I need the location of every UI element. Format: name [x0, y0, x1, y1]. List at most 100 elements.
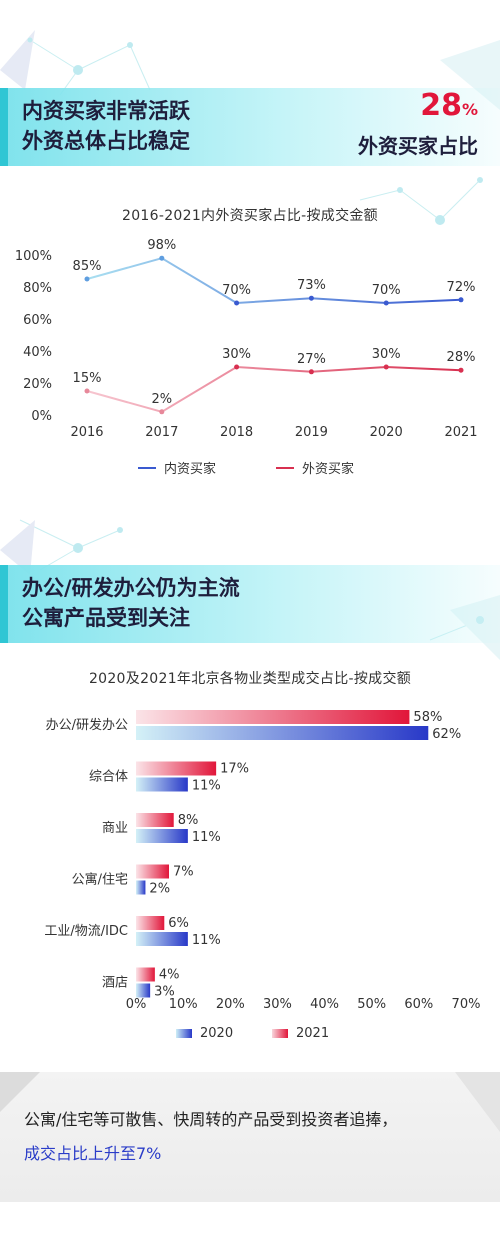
series-line-domestic — [86, 257, 462, 305]
data-point — [159, 409, 165, 415]
x-tick-label: 60% — [404, 997, 433, 1012]
data-label: 30% — [372, 347, 401, 362]
line-chart-title: 2016-2021内外资买家占比-按成交金额 — [122, 208, 378, 224]
data-point — [159, 255, 165, 261]
bar-2021 — [136, 916, 165, 930]
bar-2021 — [136, 864, 169, 879]
data-point — [84, 276, 90, 282]
bar-2020 — [136, 932, 188, 946]
bar-chart-title: 2020及2021年北京各物业类型成交占比-按成交额 — [88, 671, 412, 687]
x-tick-label: 40% — [310, 997, 339, 1012]
bar-2021 — [136, 967, 155, 982]
x-tick-label: 30% — [263, 997, 292, 1012]
bar-chart: 办公/研发办公 58% 62% 综合体 17% 11% 商业 8% 11% 公寓/住宅 7%2% 工业… — [44, 710, 481, 1012]
footer-note-line2: 成交占比上升至7% — [24, 1144, 162, 1163]
bar-label-2021: 17% — [220, 762, 249, 777]
category-label: 工业/物流/IDC — [44, 924, 128, 939]
bar-2021 — [136, 710, 410, 724]
data-point — [458, 297, 464, 303]
x-tick-label: 2021 — [444, 425, 477, 440]
category-label: 办公/研发办公 — [46, 717, 128, 733]
bar-label-2020: 11% — [192, 830, 221, 845]
data-point — [383, 364, 389, 370]
bar-chart-legend-2021: 2021 — [272, 1026, 329, 1041]
bar-label-2020: 11% — [192, 779, 221, 794]
x-tick-label: 50% — [357, 997, 386, 1012]
line-chart-legend-domestic: 内资买家 — [138, 458, 216, 477]
footer-note-box — [0, 1072, 500, 1202]
foreign-share-unit: % — [461, 100, 478, 119]
bar-chart-legend-2020: 2020 — [176, 1026, 233, 1041]
bar-2020 — [136, 983, 151, 998]
data-label: 73% — [297, 278, 326, 293]
legend-label-foreign: 外资买家 — [302, 462, 355, 477]
x-tick-label: 2016 — [70, 425, 103, 440]
data-label: 72% — [447, 280, 476, 295]
bar-2020 — [136, 777, 188, 792]
legend-label-domestic: 内资买家 — [164, 462, 217, 477]
section1-banner — [0, 88, 500, 166]
legend-line-swatch-domestic — [138, 466, 156, 469]
footer-note-line1: 公寓/住宅等可散售、快周转的产品受到投资者追捧， — [24, 1110, 398, 1129]
category-label: 公寓/住宅 — [72, 872, 128, 888]
data-label: 27% — [297, 352, 326, 367]
bar-label-2021: 4% — [159, 968, 180, 983]
bar-label-2021: 7% — [173, 865, 194, 880]
bar-label-2021: 8% — [178, 813, 199, 828]
legend-swatch-2020 — [176, 1029, 192, 1038]
section1-title-line1: 内资买家非常活跃 — [22, 99, 190, 123]
y-tick-label: 80% — [23, 281, 52, 296]
category-label: 综合体 — [89, 770, 128, 785]
y-tick-label: 40% — [23, 345, 52, 360]
category-label: 商业 — [102, 821, 128, 836]
legend-label-2020: 2020 — [200, 1026, 234, 1041]
x-tick-label: 2020 — [370, 425, 403, 440]
foreign-share-highlight: 28% — [420, 88, 478, 123]
bar-2021 — [136, 813, 174, 827]
legend-line-swatch-foreign — [276, 466, 294, 469]
foreign-share-value: 28 — [420, 88, 462, 123]
line-chart-legend-foreign: 外资买家 — [276, 458, 354, 477]
x-tick-label: 70% — [452, 997, 481, 1012]
data-label: 15% — [73, 371, 102, 386]
series-line-foreign — [86, 365, 462, 413]
bar-2020 — [136, 829, 188, 843]
data-label: 85% — [73, 259, 102, 274]
legend-label-2021: 2021 — [296, 1026, 330, 1041]
y-tick-label: 60% — [23, 313, 52, 328]
data-point — [383, 300, 389, 306]
bar-label-2020: 2% — [149, 882, 170, 897]
bar-label-2020: 62% — [432, 727, 461, 742]
category-label: 酒店 — [102, 976, 128, 991]
x-tick-label: 10% — [169, 997, 198, 1012]
data-point — [84, 388, 90, 394]
bar-2020 — [136, 880, 146, 895]
section1-title-line2: 外资总体占比稳定 — [22, 129, 190, 153]
bar-label-2021: 58% — [413, 710, 442, 725]
y-tick-label: 100% — [15, 249, 52, 264]
data-point — [308, 369, 314, 375]
data-label: 70% — [222, 283, 251, 298]
section2-banner — [0, 565, 500, 643]
data-label: 30% — [222, 347, 251, 362]
data-point — [308, 295, 314, 301]
legend-swatch-2021 — [272, 1029, 288, 1038]
section2-title-line1: 办公/研发办公仍为主流 — [22, 576, 240, 600]
bar-label-2021: 6% — [168, 916, 189, 931]
section2-title-line2: 公寓产品受到关注 — [22, 606, 190, 630]
data-label: 28% — [447, 350, 476, 365]
data-label: 98% — [147, 238, 176, 253]
data-point — [458, 367, 464, 373]
x-tick-label: 2018 — [220, 425, 253, 440]
bar-2021 — [136, 761, 217, 776]
bar-label-2020: 3% — [154, 985, 175, 1000]
data-label: 2% — [151, 392, 172, 407]
y-tick-label: 20% — [23, 377, 52, 392]
data-point — [234, 364, 240, 370]
x-tick-label: 2019 — [295, 425, 328, 440]
bar-label-2020: 11% — [192, 933, 221, 948]
foreign-share-caption: 外资买家占比 — [358, 134, 478, 158]
x-tick-label: 2017 — [145, 425, 178, 440]
line-chart: 0% 20% 40% 60% 80% 100% 2016 2017 2018 2019 2020 20… — [15, 238, 478, 440]
y-tick-label: 0% — [31, 409, 52, 424]
